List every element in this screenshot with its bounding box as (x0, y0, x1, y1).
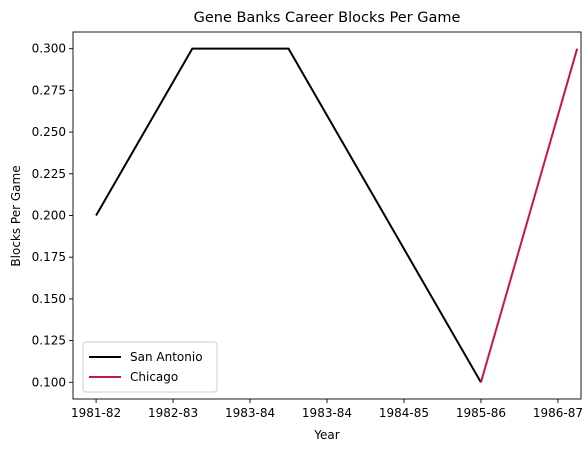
legend-box (82, 341, 218, 393)
y-tick-label: 0.250 (32, 125, 66, 139)
y-tick-label: 0.200 (32, 209, 66, 223)
y-tick-label: 0.125 (32, 334, 66, 348)
plot-lines (95, 47, 579, 383)
y-tick-label: 0.225 (32, 167, 66, 181)
y-axis-label: Blocks Per Game (9, 165, 23, 266)
series-line-chicago (479, 48, 579, 383)
y-tick-label: 0.175 (32, 250, 66, 264)
x-tick-label: 1984-85 (379, 406, 429, 420)
x-tick-label: 1981-82 (71, 406, 121, 420)
y-tick-label: 0.150 (32, 292, 66, 306)
series-line-san-antonio (95, 47, 482, 383)
y-axis-ticks: 0.100 0.125 0.150 0.175 0.200 0.225 0.250 0.275… (32, 42, 73, 389)
chart-title: Gene Banks Career Blocks Per Game (194, 10, 461, 26)
y-tick-label: 0.275 (32, 83, 66, 97)
x-tick-label: 1986-87 (533, 406, 583, 420)
legend-label-san-antonio: San Antonio (130, 350, 203, 364)
x-tick-label: 1983-84 (302, 406, 352, 420)
legend: San Antonio Chicago (82, 341, 218, 393)
x-tick-label: 1983-84 (225, 406, 275, 420)
legend-label-chicago: Chicago (130, 370, 178, 384)
y-tick-label: 0.300 (32, 42, 66, 56)
x-tick-label: 1982-83 (148, 406, 198, 420)
x-axis-label: Year (313, 428, 339, 442)
y-tick-label: 0.100 (32, 375, 66, 389)
x-axis-ticks: 1981-82 1982-83 1983-84 1983-84 1984-85 1985-… (71, 399, 583, 420)
x-tick-label: 1985-86 (456, 406, 506, 420)
